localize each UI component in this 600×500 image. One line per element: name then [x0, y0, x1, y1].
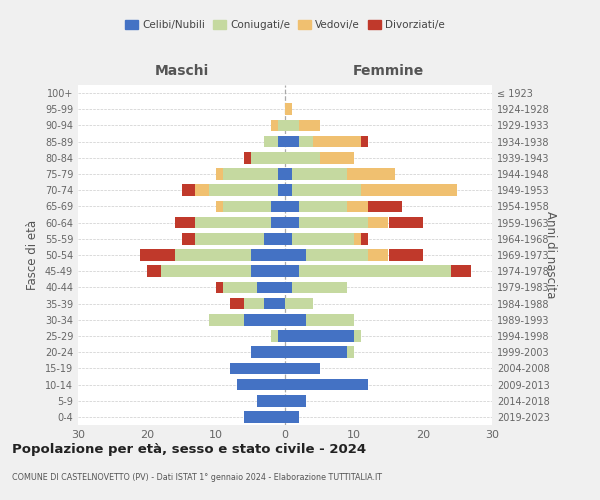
Bar [223, 282, 257, 293]
Bar [251, 152, 285, 164]
Bar [244, 298, 265, 310]
Bar [257, 395, 285, 406]
Bar [196, 233, 265, 244]
Bar [285, 314, 306, 326]
Bar [285, 104, 292, 115]
Bar [271, 120, 278, 132]
Bar [230, 362, 285, 374]
Bar [292, 282, 347, 293]
Bar [368, 249, 389, 261]
Bar [347, 168, 395, 180]
Bar [389, 249, 423, 261]
Bar [285, 298, 313, 310]
Bar [196, 217, 271, 228]
Bar [285, 233, 292, 244]
Bar [299, 200, 347, 212]
Bar [251, 346, 285, 358]
Bar [265, 233, 285, 244]
Bar [285, 411, 299, 422]
Bar [182, 184, 196, 196]
Bar [257, 282, 285, 293]
Bar [175, 249, 251, 261]
Bar [182, 233, 196, 244]
Bar [265, 298, 285, 310]
Bar [216, 168, 223, 180]
Bar [313, 136, 361, 147]
Bar [278, 184, 285, 196]
Bar [368, 200, 402, 212]
Bar [285, 346, 347, 358]
Bar [140, 249, 175, 261]
Bar [244, 152, 251, 164]
Bar [251, 249, 285, 261]
Bar [285, 378, 368, 390]
Bar [209, 314, 244, 326]
Text: Popolazione per età, sesso e stato civile - 2024: Popolazione per età, sesso e stato civil… [12, 442, 366, 456]
Bar [320, 152, 354, 164]
Bar [175, 217, 196, 228]
Bar [361, 233, 368, 244]
Bar [292, 184, 361, 196]
Bar [299, 266, 451, 277]
Bar [251, 266, 285, 277]
Bar [278, 168, 285, 180]
Text: Maschi: Maschi [154, 64, 209, 78]
Bar [196, 184, 209, 196]
Bar [271, 200, 285, 212]
Bar [147, 266, 161, 277]
Bar [209, 184, 278, 196]
Bar [278, 120, 285, 132]
Bar [161, 266, 251, 277]
Bar [285, 282, 292, 293]
Bar [265, 136, 278, 147]
Bar [285, 200, 299, 212]
Bar [389, 217, 423, 228]
Bar [285, 362, 320, 374]
Bar [285, 217, 299, 228]
Bar [299, 120, 320, 132]
Bar [299, 217, 368, 228]
Bar [285, 168, 292, 180]
Bar [354, 233, 361, 244]
Bar [292, 233, 354, 244]
Y-axis label: Fasce di età: Fasce di età [26, 220, 39, 290]
Bar [278, 330, 285, 342]
Bar [271, 217, 285, 228]
Bar [244, 411, 285, 422]
Bar [361, 184, 457, 196]
Bar [306, 314, 354, 326]
Bar [216, 282, 223, 293]
Bar [285, 136, 299, 147]
Bar [271, 330, 278, 342]
Bar [285, 120, 299, 132]
Bar [451, 266, 472, 277]
Bar [237, 378, 285, 390]
Bar [354, 330, 361, 342]
Bar [306, 249, 368, 261]
Bar [223, 200, 271, 212]
Bar [285, 330, 354, 342]
Bar [347, 200, 368, 212]
Bar [285, 152, 320, 164]
Bar [361, 136, 368, 147]
Bar [230, 298, 244, 310]
Bar [285, 184, 292, 196]
Bar [278, 136, 285, 147]
Bar [285, 395, 306, 406]
Bar [216, 200, 223, 212]
Bar [244, 314, 285, 326]
Bar [368, 217, 389, 228]
Text: Femmine: Femmine [353, 64, 424, 78]
Bar [285, 249, 306, 261]
Bar [299, 136, 313, 147]
Bar [285, 266, 299, 277]
Bar [292, 168, 347, 180]
Y-axis label: Anni di nascita: Anni di nascita [544, 212, 557, 298]
Text: COMUNE DI CASTELNOVETTO (PV) - Dati ISTAT 1° gennaio 2024 - Elaborazione TUTTITA: COMUNE DI CASTELNOVETTO (PV) - Dati ISTA… [12, 472, 382, 482]
Bar [347, 346, 354, 358]
Bar [223, 168, 278, 180]
Legend: Celibi/Nubili, Coniugati/e, Vedovi/e, Divorziati/e: Celibi/Nubili, Coniugati/e, Vedovi/e, Di… [121, 16, 449, 34]
